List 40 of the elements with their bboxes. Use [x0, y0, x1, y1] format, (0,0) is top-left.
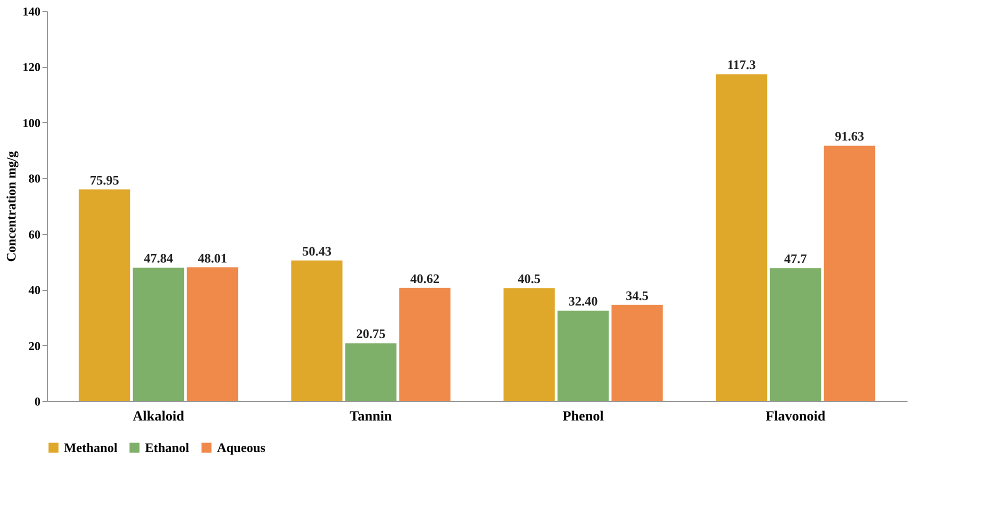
data-label: 40.62 [410, 270, 440, 286]
legend-label: Methanol [64, 440, 118, 455]
data-label: 47.84 [144, 250, 174, 266]
data-label: 75.95 [90, 172, 120, 188]
legend-label: Ethanol [145, 440, 190, 455]
bar [345, 343, 396, 401]
y-tick-label: 20 [28, 338, 40, 353]
y-tick-label: 140 [22, 4, 40, 18]
data-label: 32.40 [568, 294, 598, 309]
data-label: 50.43 [302, 244, 332, 259]
bar [716, 74, 768, 401]
data-label: 34.5 [626, 288, 650, 303]
data-label: 20.75 [356, 326, 386, 342]
data-label: 40.5 [518, 271, 542, 286]
y-tick-label: 0 [34, 394, 40, 408]
bar [824, 146, 876, 401]
x-tick-label: Phenol [562, 410, 604, 424]
bar [612, 304, 663, 401]
y-tick-label: 80 [28, 172, 40, 186]
bar [186, 267, 238, 401]
bar [558, 310, 609, 401]
bar [504, 288, 555, 401]
bar [78, 189, 130, 401]
y-tick-label: 40 [28, 283, 40, 298]
y-tick-label: 120 [22, 60, 40, 74]
data-label: 48.01 [198, 250, 228, 266]
bar [770, 268, 822, 401]
legend-label: Aqueous [217, 440, 266, 455]
y-axis-title: Concentration mg/g [4, 150, 18, 262]
y-tick-label: 100 [22, 116, 40, 130]
x-tick-label: Tannin [350, 410, 392, 424]
bar [291, 260, 342, 401]
x-tick-label: Alkaloid [132, 410, 184, 424]
x-tick-label: Flavonoid [766, 410, 826, 424]
data-label: 117.3 [727, 57, 756, 72]
y-tick-label: 60 [28, 227, 40, 242]
bar [132, 268, 184, 401]
data-label: 91.63 [834, 128, 865, 144]
bar [399, 288, 450, 401]
data-label: 47.7 [784, 251, 808, 266]
